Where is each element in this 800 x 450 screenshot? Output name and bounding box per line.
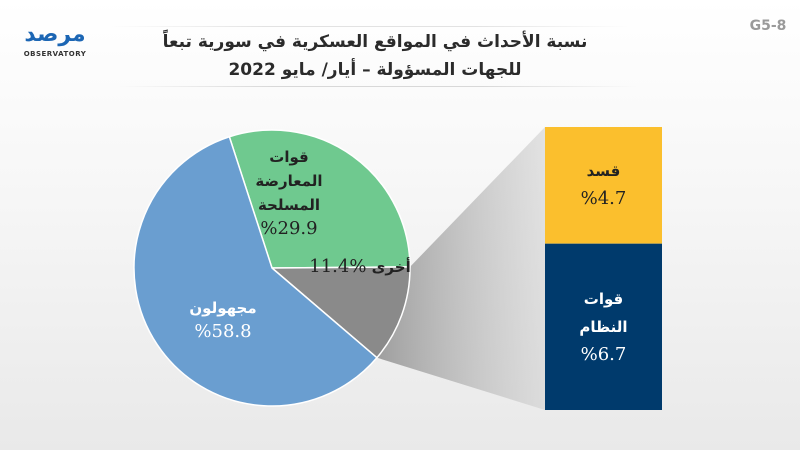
segment-name-line: النظام — [579, 317, 628, 336]
segment-value: %4.7 — [580, 188, 627, 210]
slice-name: أخرى — [366, 258, 411, 276]
slice-value: %29.9 — [260, 218, 318, 239]
logo: مرصد OBSERVATORY — [14, 22, 96, 62]
connector-area — [376, 127, 545, 410]
chart-title: نسبة الأحداث في المواقع العسكرية في سوري… — [130, 28, 620, 84]
slice-label-2: أخرى %11.4 — [300, 256, 420, 277]
bar-segment-1 — [545, 127, 662, 244]
segment-name-line: قسد — [586, 162, 621, 181]
slice-label-1: قوات المعارضة المسلحة %29.9 — [234, 145, 344, 241]
header-divider — [118, 86, 638, 87]
pie-slice-1 — [228, 129, 411, 269]
slice-value: %58.8 — [194, 321, 252, 342]
bar-label-2: قوات النظام %6.7 — [545, 285, 662, 369]
slice-value: %11.4 — [309, 256, 367, 277]
chart-title-line-1: نسبة الأحداث في المواقع العسكرية في سوري… — [162, 32, 588, 52]
slice-label-3: مجهولون %58.8 — [158, 296, 288, 344]
chart-title-line-2: للجهات المسؤولة – أيار/ مايو 2022 — [228, 60, 522, 80]
segment-value: %6.7 — [580, 343, 627, 365]
logo-subtext: OBSERVATORY — [23, 50, 87, 58]
slice-name-line: قوات — [269, 148, 309, 166]
header-top-line — [110, 26, 630, 27]
segment-name-line: قوات — [583, 289, 624, 308]
pie-slice-2 — [269, 266, 411, 359]
logo-text: مرصد — [24, 22, 86, 47]
bar-label-1: قسد %4.7 — [545, 157, 662, 213]
slice-name-line: المسلحة — [257, 196, 321, 214]
bar-segment-2 — [545, 243, 662, 410]
pie-slice-3 — [133, 135, 378, 407]
slice-name-line: مجهولون — [189, 299, 257, 317]
figure-code: G5-8 — [749, 18, 787, 34]
slice-name-line: المعارضة — [255, 172, 323, 190]
